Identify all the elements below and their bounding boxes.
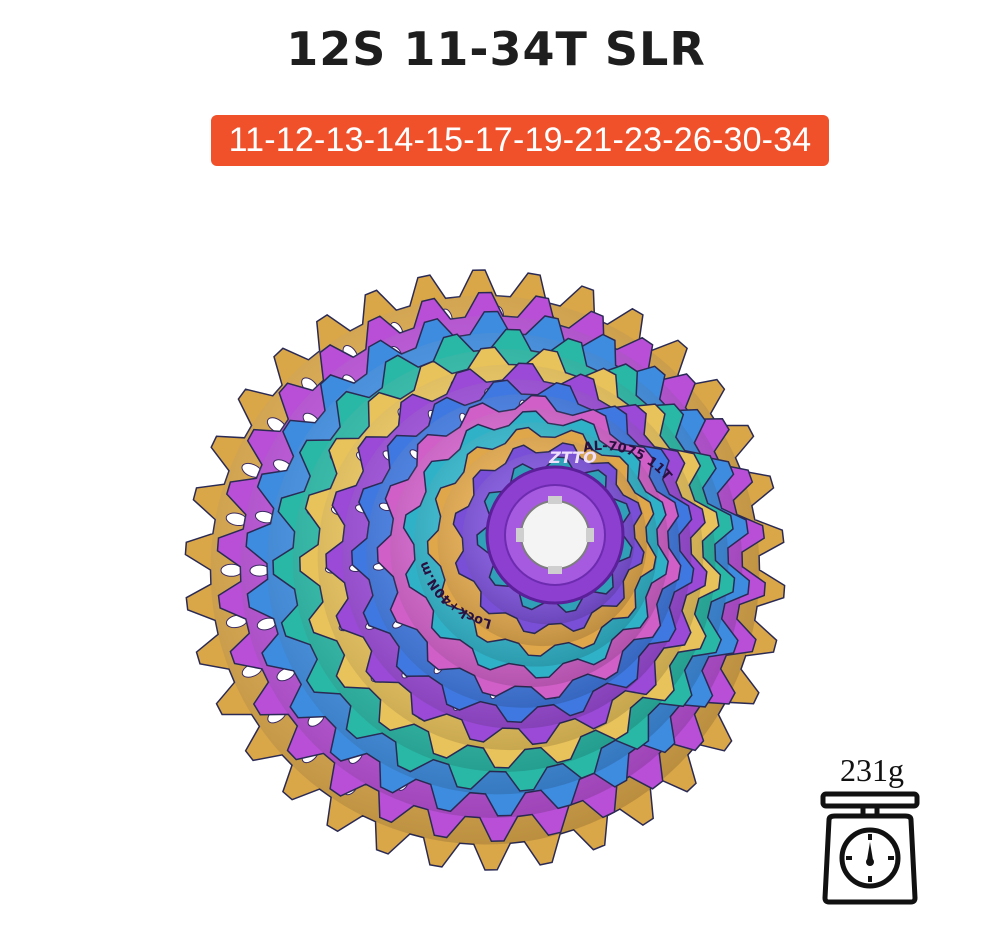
kitchen-scale-icon (820, 791, 920, 905)
spline-center (516, 496, 594, 574)
weight-label: 231g (840, 752, 904, 788)
cassette-image: ZTTO Lock+40N.m AL-7075 11T (184, 269, 786, 871)
lockring-brand: ZTTO (548, 448, 597, 467)
gear-ratio-badge: 11-12-13-14-15-17-19-21-23-26-30-34 (211, 115, 829, 166)
product-title: 12S 11-34T SLR (286, 22, 706, 76)
sprocket-stack (184, 269, 786, 871)
